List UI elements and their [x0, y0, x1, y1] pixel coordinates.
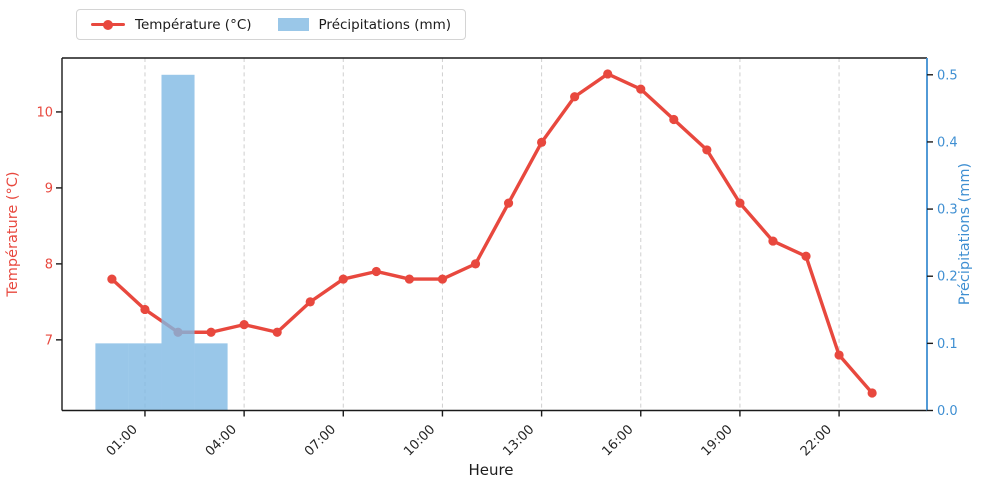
temperature-point — [669, 114, 679, 125]
y-axis-label-left: Température (°C) — [5, 171, 21, 297]
legend-label-temperature: Température (°C) — [135, 16, 252, 33]
temperature-line — [110, 72, 874, 395]
x-tick-label: 16:00 — [599, 422, 636, 459]
precipitation-bar — [161, 74, 195, 411]
x-tick-label: 01:00 — [104, 422, 141, 459]
temperature-point — [107, 274, 117, 284]
temperature-point — [140, 304, 150, 315]
chart-render-layer: 01:00 04:00 07:00 10:00 13:00 16:00 19:00 22:00… — [36, 57, 958, 459]
temperature-point — [735, 198, 745, 208]
temperature-point — [470, 259, 481, 269]
y-right-tick-label: 0.4 — [937, 135, 958, 150]
precipitation-bar — [128, 343, 162, 411]
legend-item-temperature: Température (°C) — [91, 17, 252, 33]
temperature-point — [834, 350, 844, 360]
chart-legend: Température (°C) Précipitations (mm) — [76, 9, 467, 40]
x-tick-label: 13:00 — [500, 422, 537, 459]
y-left-tick-label: 9 — [45, 181, 53, 196]
x-tick-label: 19:00 — [699, 422, 736, 459]
y-left-tick-label: 7 — [45, 333, 53, 348]
y-right-tick-label: 0.0 — [937, 404, 958, 419]
temperature-point — [371, 266, 381, 277]
temperature-point — [305, 297, 315, 307]
temperature-point — [570, 92, 580, 102]
temperature-point — [537, 137, 547, 147]
y-right-tick-label: 0.1 — [937, 337, 958, 352]
temperature-point — [239, 320, 249, 330]
y-right-tick-label: 0.5 — [937, 68, 958, 83]
legend-item-precipitation: Précipitations (mm) — [277, 16, 452, 33]
temperature-point — [272, 327, 282, 337]
temperature-point — [206, 327, 216, 337]
precipitation-bar — [95, 343, 129, 411]
temperature-point — [437, 274, 448, 284]
x-tick-label: 10:00 — [401, 422, 438, 459]
temperature-point — [702, 145, 712, 155]
temperature-line-marker-icon — [91, 19, 125, 30]
y-right-tick-label: 0.2 — [937, 270, 958, 285]
legend-label-precipitation: Précipitations (mm) — [318, 16, 452, 33]
x-tick-label: 22:00 — [798, 422, 835, 459]
temperature-point — [338, 274, 348, 284]
y-axis-label-right: Précipitations (mm) — [957, 163, 973, 305]
temperature-point — [503, 198, 514, 208]
x-tick-label: 04:00 — [203, 422, 240, 459]
y-left-tick-label: 10 — [36, 105, 53, 120]
y-left-tick-label: 8 — [45, 257, 53, 272]
x-tick-label: 07:00 — [302, 422, 339, 459]
temperature-point — [603, 69, 613, 79]
y-right-tick-label: 0.3 — [937, 203, 958, 218]
temperature-point — [404, 274, 414, 284]
temperature-point — [636, 84, 646, 94]
temperature-point — [801, 251, 811, 261]
precipitation-patch-icon — [277, 18, 309, 31]
x-axis-label: Heure — [468, 461, 513, 479]
precipitation-bar — [194, 343, 228, 411]
temperature-point — [768, 236, 778, 246]
temperature-point — [867, 388, 877, 398]
